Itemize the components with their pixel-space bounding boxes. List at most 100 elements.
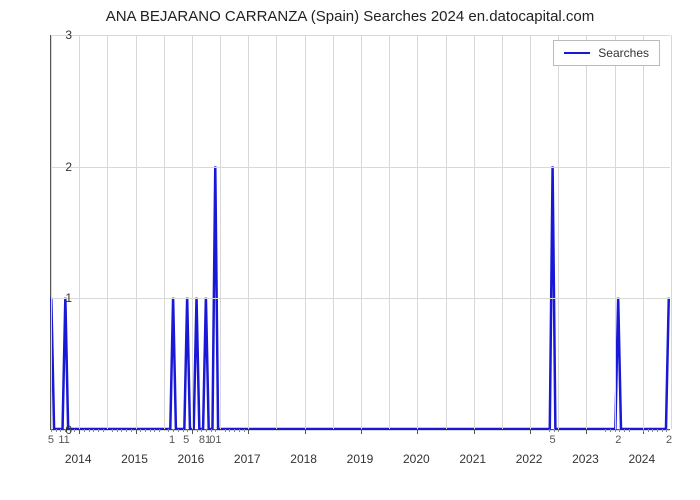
gridline-vertical [643,35,644,429]
x-tick [361,429,362,434]
x-minor-tick [154,429,155,432]
x-major-label: 2021 [459,452,486,466]
chart-title: ANA BEJARANO CARRANZA (Spain) Searches 2… [0,8,700,25]
x-minor-tick [206,429,207,432]
y-tick-label: 2 [54,160,72,174]
x-minor-tick [244,429,245,432]
x-minor-tick [201,429,202,432]
x-major-label: 2022 [516,452,543,466]
x-tick [474,429,475,434]
x-major-label: 2014 [65,452,92,466]
x-minor-tick [605,429,606,432]
x-minor-tick [173,429,174,432]
x-major-label: 2024 [628,452,655,466]
y-tick-label: 1 [54,291,72,305]
x-minor-tick [197,429,198,432]
x-minor-tick [98,429,99,432]
x-tick [586,429,587,434]
x-minor-tick [131,429,132,432]
gridline-horizontal [51,35,670,36]
x-minor-label: 2 [666,434,672,446]
x-minor-tick [51,429,52,432]
gridline-vertical [164,35,165,429]
gridline-vertical [446,35,447,429]
x-minor-tick [84,429,85,432]
x-minor-tick [615,429,616,432]
gridline-vertical [333,35,334,429]
x-minor-tick [229,429,230,432]
x-minor-label: 11 [58,434,69,446]
gridline-vertical [474,35,475,429]
x-minor-label: 2 [615,434,621,446]
x-tick [79,429,80,434]
x-minor-tick [74,429,75,432]
gridline-vertical [305,35,306,429]
legend-label: Searches [598,46,649,60]
x-minor-tick [112,429,113,432]
legend-swatch [564,52,590,54]
x-minor-tick [643,429,644,432]
gridline-vertical [586,35,587,429]
legend: Searches [553,40,660,66]
gridline-vertical [107,35,108,429]
x-minor-tick [126,429,127,432]
x-minor-tick [554,429,555,432]
x-minor-tick [648,429,649,432]
x-minor-tick [657,429,658,432]
x-minor-tick [619,429,620,432]
chart-container: ANA BEJARANO CARRANZA (Spain) Searches 2… [0,0,700,500]
gridline-vertical [389,35,390,429]
x-minor-tick [187,429,188,432]
x-tick [417,429,418,434]
x-minor-tick [549,429,550,432]
gridline-vertical [79,35,80,429]
x-minor-tick [629,429,630,432]
gridline-vertical [417,35,418,429]
x-major-label: 2020 [403,452,430,466]
x-major-label: 2019 [347,452,374,466]
x-major-label: 2016 [178,452,205,466]
x-minor-tick [159,429,160,432]
x-minor-tick [624,429,625,432]
x-minor-tick [121,429,122,432]
x-minor-label: 5 [550,434,556,446]
x-tick [305,429,306,434]
gridline-horizontal [51,298,670,299]
x-major-label: 2015 [121,452,148,466]
x-minor-tick [103,429,104,432]
gridline-vertical [615,35,616,429]
plot-area [50,35,670,430]
x-minor-tick [225,429,226,432]
x-tick [192,429,193,434]
x-minor-label: 5 [48,434,54,446]
x-tick [530,429,531,434]
x-major-label: 2018 [290,452,317,466]
gridline-horizontal [51,167,670,168]
gridline-vertical [502,35,503,429]
gridline-vertical [530,35,531,429]
x-minor-tick [117,429,118,432]
gridline-vertical [276,35,277,429]
x-minor-tick [662,429,663,432]
gridline-vertical [192,35,193,429]
x-minor-tick [140,429,141,432]
gridline-vertical [671,35,672,429]
gridline-vertical [361,35,362,429]
x-minor-tick [89,429,90,432]
x-minor-label: 5 [183,434,189,446]
x-minor-tick [239,429,240,432]
x-minor-tick [652,429,653,432]
x-minor-tick [93,429,94,432]
x-tick [136,429,137,434]
x-minor-tick [183,429,184,432]
x-minor-label: 01 [209,434,221,446]
x-minor-tick [168,429,169,432]
x-minor-label: 1 [169,434,175,446]
x-minor-tick [234,429,235,432]
gridline-vertical [136,35,137,429]
x-minor-tick [215,429,216,432]
gridline-vertical [558,35,559,429]
x-minor-tick [558,429,559,432]
x-minor-tick [610,429,611,432]
gridline-vertical [51,35,52,429]
